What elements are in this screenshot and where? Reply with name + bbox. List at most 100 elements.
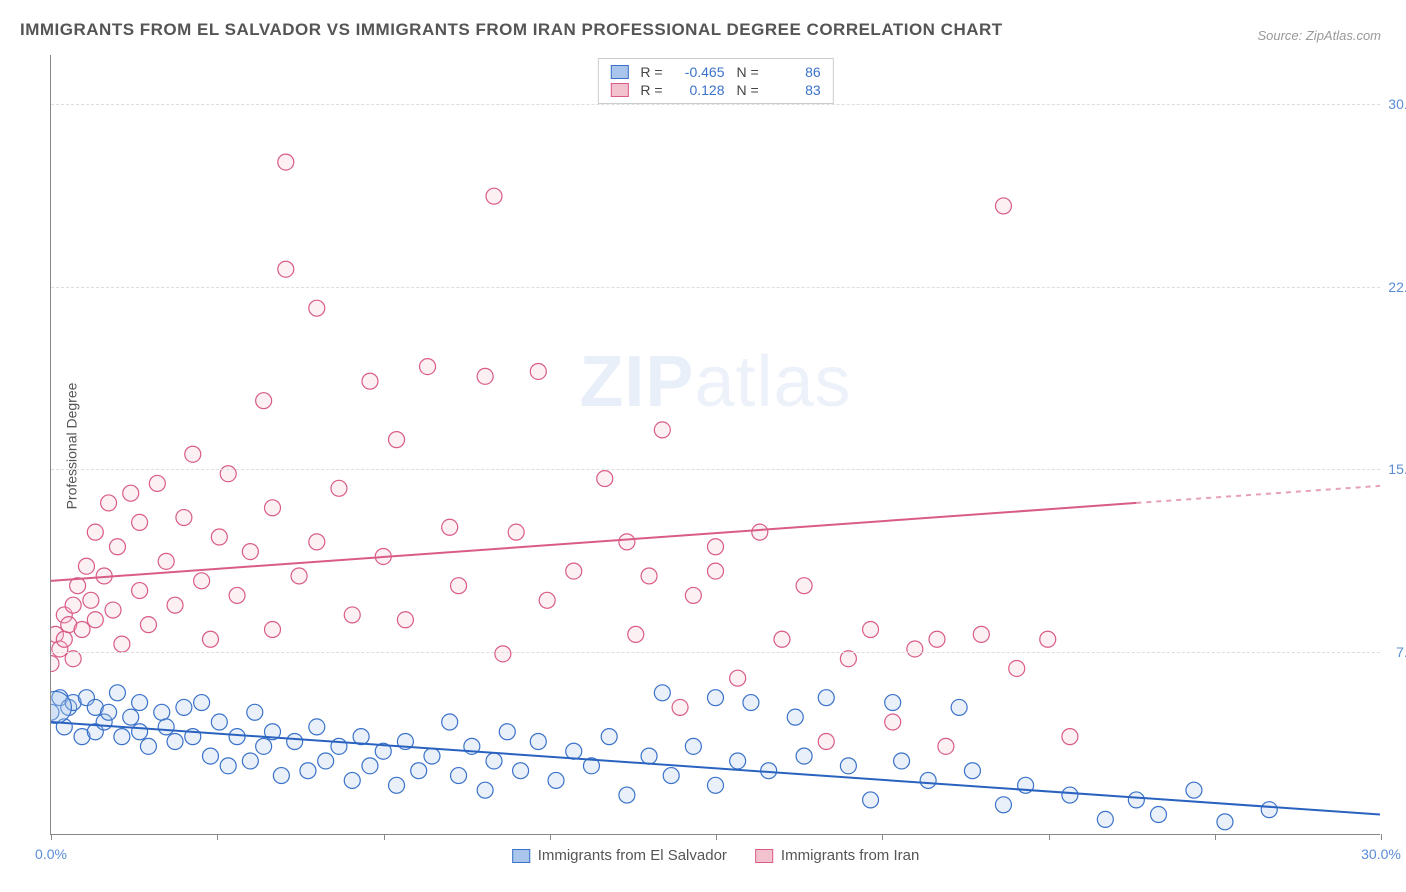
- scatter-point: [87, 612, 103, 628]
- scatter-point: [149, 475, 165, 491]
- scatter-point: [929, 631, 945, 647]
- scatter-point: [132, 695, 148, 711]
- legend-r-label: R =: [640, 64, 662, 80]
- scatter-point: [309, 719, 325, 735]
- scatter-point: [995, 198, 1011, 214]
- scatter-point: [685, 738, 701, 754]
- scatter-point: [273, 768, 289, 784]
- scatter-point: [420, 359, 436, 375]
- scatter-point: [708, 539, 724, 555]
- scatter-point: [654, 422, 670, 438]
- scatter-point: [344, 772, 360, 788]
- scatter-point: [752, 524, 768, 540]
- scatter-point: [774, 631, 790, 647]
- x-tick: [716, 834, 717, 840]
- scatter-point: [730, 670, 746, 686]
- scatter-point: [256, 738, 272, 754]
- scatter-point: [278, 154, 294, 170]
- scatter-point: [597, 471, 613, 487]
- scatter-point: [158, 553, 174, 569]
- scatter-point: [309, 300, 325, 316]
- scatter-point: [513, 763, 529, 779]
- legend-top-row: R =0.128N =83: [610, 81, 820, 99]
- scatter-point: [885, 695, 901, 711]
- scatter-point: [397, 612, 413, 628]
- scatter-point: [1151, 807, 1167, 823]
- scatter-point: [114, 636, 130, 652]
- scatter-point: [730, 753, 746, 769]
- scatter-point: [291, 568, 307, 584]
- scatter-point: [601, 729, 617, 745]
- x-tick: [1215, 834, 1216, 840]
- scatter-point: [894, 753, 910, 769]
- scatter-point: [123, 485, 139, 501]
- gridline: [51, 652, 1380, 653]
- gridline: [51, 469, 1380, 470]
- scatter-point: [708, 563, 724, 579]
- scatter-point: [194, 695, 210, 711]
- scatter-point: [287, 734, 303, 750]
- trend-line: [1136, 486, 1380, 503]
- legend-n-value: 83: [771, 82, 821, 98]
- scatter-point: [840, 758, 856, 774]
- scatter-point: [220, 466, 236, 482]
- scatter-point: [787, 709, 803, 725]
- scatter-point: [247, 704, 263, 720]
- x-tick: [1381, 834, 1382, 840]
- legend-r-value: 0.128: [675, 82, 725, 98]
- scatter-point: [907, 641, 923, 657]
- scatter-point: [154, 704, 170, 720]
- scatter-point: [167, 597, 183, 613]
- scatter-point: [995, 797, 1011, 813]
- legend-n-value: 86: [771, 64, 821, 80]
- x-tick: [1049, 834, 1050, 840]
- scatter-point: [796, 748, 812, 764]
- scatter-point: [83, 592, 99, 608]
- scatter-point: [477, 368, 493, 384]
- scatter-point: [101, 704, 117, 720]
- scatter-point: [78, 558, 94, 574]
- scatter-point: [442, 519, 458, 535]
- scatter-point: [220, 758, 236, 774]
- scatter-point: [451, 768, 467, 784]
- scatter-point: [885, 714, 901, 730]
- scatter-point: [211, 529, 227, 545]
- scatter-point: [424, 748, 440, 764]
- scatter-point: [132, 724, 148, 740]
- scatter-point: [109, 539, 125, 555]
- scatter-point: [973, 626, 989, 642]
- scatter-point: [74, 622, 90, 638]
- scatter-point: [938, 738, 954, 754]
- scatter-point: [389, 432, 405, 448]
- scatter-point: [818, 734, 834, 750]
- scatter-point: [477, 782, 493, 798]
- scatter-point: [123, 709, 139, 725]
- legend-swatch: [610, 65, 628, 79]
- scatter-point: [486, 188, 502, 204]
- scatter-point: [140, 617, 156, 633]
- plot-area: ZIPatlas R =-0.465N =86R =0.128N =83 Imm…: [50, 55, 1380, 835]
- scatter-point: [672, 699, 688, 715]
- scatter-point: [539, 592, 555, 608]
- scatter-point: [708, 777, 724, 793]
- scatter-point: [486, 753, 502, 769]
- scatter-point: [242, 544, 258, 560]
- scatter-point: [362, 758, 378, 774]
- scatter-point: [176, 699, 192, 715]
- scatter-point: [619, 534, 635, 550]
- scatter-point: [1040, 631, 1056, 647]
- scatter-point: [194, 573, 210, 589]
- scatter-point: [663, 768, 679, 784]
- y-tick-label: 30.0%: [1388, 96, 1406, 112]
- scatter-point: [158, 719, 174, 735]
- scatter-point: [951, 699, 967, 715]
- scatter-point: [451, 578, 467, 594]
- scatter-point: [211, 714, 227, 730]
- scatter-point: [389, 777, 405, 793]
- scatter-point: [530, 734, 546, 750]
- scatter-point: [51, 656, 59, 672]
- scatter-point: [495, 646, 511, 662]
- scatter-point: [508, 524, 524, 540]
- scatter-point: [796, 578, 812, 594]
- chart-container: IMMIGRANTS FROM EL SALVADOR VS IMMIGRANT…: [0, 0, 1406, 892]
